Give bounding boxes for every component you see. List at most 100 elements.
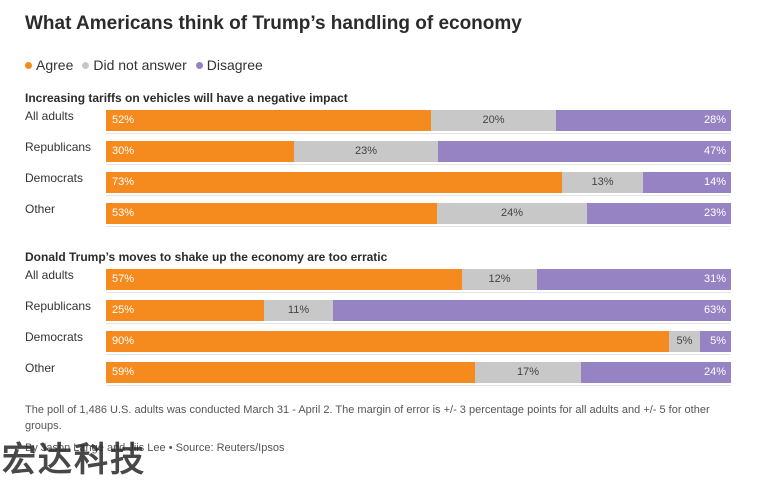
bar-segment-agree: 57% bbox=[106, 269, 462, 290]
category-label: Other bbox=[25, 361, 56, 375]
data-label: 25% bbox=[112, 304, 135, 316]
legend-label-disagree: Disagree bbox=[206, 57, 263, 73]
legend-label-agree: Agree bbox=[36, 57, 74, 73]
data-label: 63% bbox=[703, 304, 726, 316]
data-label: 24% bbox=[703, 366, 726, 378]
data-label: 23% bbox=[354, 145, 378, 157]
bar-rows: All adults 52% 20% 28% Republicans 30% 23% 47% D… bbox=[25, 106, 732, 230]
bar-segment-agree: 59% bbox=[106, 362, 475, 383]
bar-segment-disagree: 47% bbox=[438, 141, 731, 162]
bar-segment-disagree: 5% bbox=[700, 331, 731, 352]
legend: Agree Did not answer Disagree bbox=[25, 57, 263, 73]
stacked-bar: 25% 11% 63% bbox=[106, 300, 731, 321]
bar-segment-agree: 25% bbox=[106, 300, 264, 321]
bar-segment-did-not-answer: 24% bbox=[437, 203, 587, 224]
bar-row-democrats: Democrats 73% 13% 14% bbox=[25, 168, 732, 199]
category-label: Republicans bbox=[25, 140, 92, 154]
bar-segment-disagree: 28% bbox=[556, 110, 731, 131]
row-divider bbox=[106, 323, 731, 324]
data-label: 14% bbox=[703, 176, 726, 188]
bar-segment-agree: 73% bbox=[106, 172, 562, 193]
stacked-bar: 57% 12% 31% bbox=[106, 269, 731, 290]
bar-segment-did-not-answer: 20% bbox=[431, 110, 556, 131]
data-label: 13% bbox=[591, 176, 614, 188]
bar-segment-agree: 53% bbox=[106, 203, 437, 224]
data-label: 5% bbox=[676, 335, 693, 347]
data-label: 20% bbox=[482, 114, 505, 126]
byline: By Jason Lange and Jiis Lee • Source: Re… bbox=[25, 442, 285, 454]
data-label: 12% bbox=[488, 273, 511, 285]
watermark-logo: 宏达科技 bbox=[2, 440, 146, 480]
category-label: Democrats bbox=[25, 330, 84, 344]
bar-segment-disagree: 31% bbox=[537, 269, 731, 290]
bar-segment-did-not-answer: 17% bbox=[475, 362, 581, 383]
bar-segment-disagree: 14% bbox=[643, 172, 731, 193]
data-label: 28% bbox=[703, 114, 726, 126]
legend-item-disagree: Disagree bbox=[195, 57, 263, 73]
bar-row-other: Other 53% 24% 23% bbox=[25, 199, 732, 230]
row-divider bbox=[106, 226, 731, 227]
row-divider bbox=[106, 195, 731, 196]
category-label: All adults bbox=[25, 109, 74, 123]
chart-title: What Americans think of Trump’s handling… bbox=[25, 13, 522, 34]
bar-row-republicans: Republicans 25% 11% 63% bbox=[25, 296, 732, 327]
row-divider bbox=[106, 354, 731, 355]
bar-segment-did-not-answer: 5% bbox=[669, 331, 700, 352]
data-label: 17% bbox=[516, 366, 540, 378]
stacked-bar: 90% 5% 5% bbox=[106, 331, 731, 352]
data-label: 90% bbox=[112, 335, 135, 347]
stacked-bar: 59% 17% 24% bbox=[106, 362, 731, 383]
row-divider bbox=[106, 164, 731, 165]
footnote: The poll of 1,486 U.S. adults was conduc… bbox=[25, 404, 710, 432]
category-label: Democrats bbox=[25, 171, 84, 185]
data-label: 5% bbox=[710, 335, 726, 347]
data-label: 23% bbox=[703, 207, 726, 219]
bar-segment-agree: 30% bbox=[106, 141, 294, 162]
stacked-bar: 73% 13% 14% bbox=[106, 172, 731, 193]
bar-segment-did-not-answer: 13% bbox=[562, 172, 643, 193]
category-label: Other bbox=[25, 202, 56, 216]
stacked-bar: 52% 20% 28% bbox=[106, 110, 731, 131]
legend-swatch-disagree bbox=[195, 61, 203, 69]
legend-item-agree: Agree bbox=[25, 57, 73, 73]
bar-segment-agree: 52% bbox=[106, 110, 431, 131]
bar-segment-disagree: 24% bbox=[581, 362, 731, 383]
section-title: Increasing tariffs on vehicles will have… bbox=[25, 91, 348, 105]
bar-row-all-adults: All adults 57% 12% 31% bbox=[25, 265, 732, 296]
data-label: 47% bbox=[703, 145, 726, 157]
data-label: 30% bbox=[112, 145, 135, 157]
chart-section-erratic: Donald Trump’s moves to shake up the eco… bbox=[25, 249, 732, 389]
section-title: Donald Trump’s moves to shake up the eco… bbox=[25, 250, 388, 264]
legend-item-did-not-answer: Did not answer bbox=[82, 57, 187, 73]
bar-row-all-adults: All adults 52% 20% 28% bbox=[25, 106, 732, 137]
bar-segment-did-not-answer: 12% bbox=[462, 269, 537, 290]
bar-segment-agree: 90% bbox=[106, 331, 669, 352]
bar-row-republicans: Republicans 30% 23% 47% bbox=[25, 137, 732, 168]
row-divider bbox=[106, 385, 731, 386]
category-label: All adults bbox=[25, 268, 74, 282]
bar-segment-did-not-answer: 23% bbox=[294, 141, 438, 162]
data-label: 59% bbox=[112, 366, 135, 378]
data-label: 53% bbox=[112, 207, 135, 219]
legend-swatch-agree bbox=[25, 61, 32, 69]
bar-segment-disagree: 23% bbox=[587, 203, 731, 224]
chart-section-tariffs: Increasing tariffs on vehicles will have… bbox=[25, 90, 732, 230]
bar-row-other: Other 59% 17% 24% bbox=[25, 358, 732, 389]
bar-segment-disagree: 63% bbox=[333, 300, 731, 321]
stacked-bar: 30% 23% 47% bbox=[106, 141, 731, 162]
bar-rows: All adults 57% 12% 31% Republicans 25% 11% 63% D… bbox=[25, 265, 732, 389]
legend-swatch-did-not-answer bbox=[82, 61, 90, 69]
category-label: Republicans bbox=[25, 299, 92, 313]
data-label: 52% bbox=[112, 114, 135, 126]
data-label: 24% bbox=[500, 207, 524, 219]
row-divider bbox=[106, 133, 731, 134]
data-label: 11% bbox=[287, 304, 310, 316]
bar-segment-did-not-answer: 11% bbox=[264, 300, 333, 321]
stacked-bar: 53% 24% 23% bbox=[106, 203, 731, 224]
data-label: 73% bbox=[112, 176, 135, 188]
legend-label-did-not-answer: Did not answer bbox=[93, 57, 187, 73]
data-label: 31% bbox=[703, 273, 726, 285]
row-divider bbox=[106, 292, 731, 293]
data-label: 57% bbox=[112, 273, 135, 285]
bar-row-democrats: Democrats 90% 5% 5% bbox=[25, 327, 732, 358]
